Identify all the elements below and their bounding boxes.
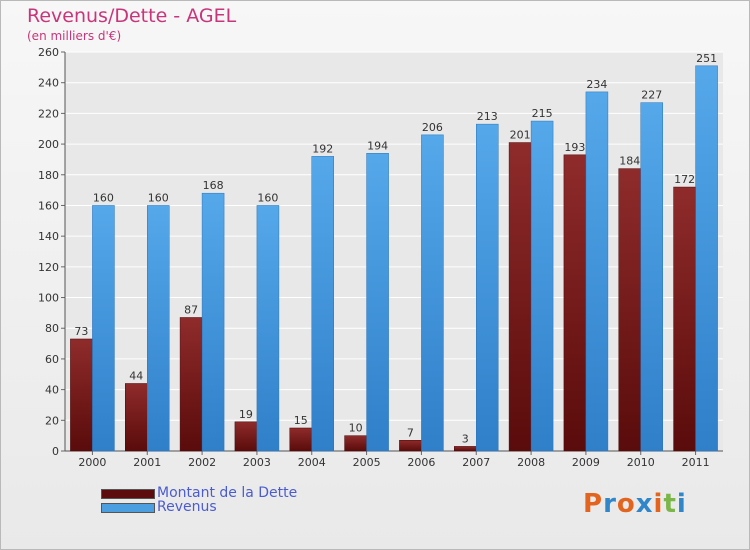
data-label-dette: 44 (129, 369, 143, 382)
bar-revenus (147, 205, 170, 452)
bar-revenus (92, 205, 115, 452)
chart-subtitle: (en milliers d'€) (27, 29, 122, 43)
logo-letter: o (616, 489, 636, 519)
bar-dette (563, 154, 587, 452)
data-label-revenus: 251 (696, 52, 717, 65)
y-tick-label: 160 (38, 199, 59, 212)
bar-dette (508, 142, 532, 452)
bar-revenus (476, 123, 499, 452)
bar-revenus (640, 102, 663, 452)
bar-revenus (530, 120, 554, 452)
legend-swatch-dette (101, 489, 155, 499)
bar-revenus (366, 153, 389, 452)
logo-letter: x (635, 489, 654, 519)
data-label-revenus: 194 (367, 139, 388, 152)
x-tick-label: 2003 (243, 456, 271, 469)
bar-revenus (256, 205, 280, 452)
data-label-dette: 19 (239, 408, 253, 421)
bar-dette (289, 427, 312, 452)
bar-revenus (201, 192, 225, 452)
y-tick-label: 100 (38, 292, 59, 305)
legend-swatch-revenus (101, 503, 155, 513)
data-label-revenus: 168 (203, 179, 224, 192)
data-label-revenus: 206 (422, 121, 443, 134)
bar-dette (618, 168, 641, 452)
data-label-dette: 172 (674, 173, 695, 186)
bar-revenus (421, 134, 444, 452)
data-label-dette: 193 (564, 141, 585, 154)
x-tick-label: 2006 (407, 456, 435, 469)
bar-dette (179, 317, 203, 452)
y-tick-label: 20 (45, 414, 59, 427)
data-label-revenus: 215 (532, 107, 553, 120)
logo-letter: i (653, 489, 664, 519)
x-tick-label: 2001 (133, 456, 161, 469)
chart-title: Revenus/Dette - AGEL (27, 5, 237, 27)
legend-label-revenus: Revenus (157, 499, 217, 515)
data-label-dette: 201 (510, 129, 531, 142)
y-tick-label: 140 (38, 230, 59, 243)
y-tick-label: 60 (45, 353, 59, 366)
y-tick-label: 240 (38, 77, 59, 90)
data-label-dette: 73 (74, 325, 88, 338)
y-tick-label: 180 (38, 169, 59, 182)
bar-revenus (311, 156, 334, 452)
logo-letter: t (663, 489, 677, 519)
data-label-dette: 15 (294, 414, 308, 427)
data-label-revenus: 160 (257, 191, 278, 204)
bar-dette (673, 186, 696, 452)
y-tick-label: 200 (38, 138, 59, 151)
x-tick-label: 2009 (572, 456, 600, 469)
logo-letter: i (676, 489, 687, 519)
proxiti-logo: Proxiti (583, 489, 687, 519)
bar-dette (70, 338, 93, 452)
x-tick-label: 2007 (462, 456, 490, 469)
x-tick-label: 2002 (188, 456, 216, 469)
x-tick-label: 2005 (353, 456, 381, 469)
legend-label-dette: Montant de la Dette (157, 485, 298, 501)
data-label-dette: 3 (462, 432, 469, 445)
data-label-dette: 7 (407, 426, 414, 439)
bar-dette (344, 435, 367, 452)
bar-revenus (695, 65, 718, 452)
data-label-dette: 184 (619, 155, 640, 168)
y-tick-label: 260 (38, 46, 59, 59)
bar-dette (125, 383, 148, 452)
bar-dette (454, 446, 477, 452)
data-label-revenus: 192 (312, 142, 333, 155)
data-label-revenus: 213 (477, 110, 498, 123)
bar-dette (234, 421, 258, 452)
x-tick-label: 2000 (78, 456, 106, 469)
data-label-revenus: 160 (93, 191, 114, 204)
data-label-dette: 10 (349, 422, 363, 435)
y-tick-label: 0 (52, 445, 59, 458)
data-label-revenus: 234 (586, 78, 607, 91)
x-tick-label: 2008 (517, 456, 545, 469)
y-tick-label: 40 (45, 384, 59, 397)
x-tick-label: 2011 (682, 456, 710, 469)
y-tick-label: 220 (38, 107, 59, 120)
bar-revenus (585, 91, 609, 452)
plot-area (65, 52, 723, 451)
logo-letter: r (603, 489, 617, 519)
y-tick-label: 80 (45, 322, 59, 335)
x-tick-label: 2010 (627, 456, 655, 469)
bar-dette (399, 440, 422, 452)
data-label-revenus: 160 (148, 191, 169, 204)
data-label-dette: 87 (184, 303, 198, 316)
logo-letter: P (583, 489, 604, 519)
data-label-revenus: 227 (641, 89, 662, 102)
y-tick-label: 120 (38, 261, 59, 274)
x-tick-label: 2004 (298, 456, 326, 469)
